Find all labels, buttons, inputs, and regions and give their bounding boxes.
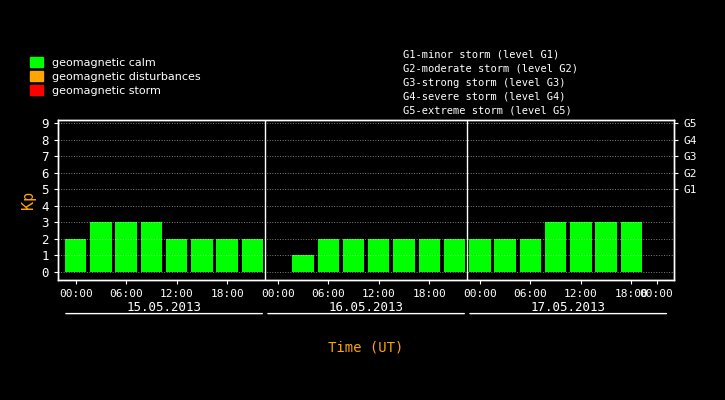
Legend: geomagnetic calm, geomagnetic disturbances, geomagnetic storm: geomagnetic calm, geomagnetic disturbanc… <box>27 54 204 99</box>
Bar <box>520 239 541 272</box>
Bar <box>241 239 263 272</box>
Bar <box>166 239 188 272</box>
Bar <box>343 239 364 272</box>
Bar <box>292 255 314 272</box>
Text: 17.05.2013: 17.05.2013 <box>531 301 605 314</box>
Text: 15.05.2013: 15.05.2013 <box>127 301 202 314</box>
Bar <box>393 239 415 272</box>
Bar <box>65 239 86 272</box>
Bar <box>418 239 440 272</box>
Bar <box>217 239 238 272</box>
Bar <box>494 239 515 272</box>
Text: G1-minor storm (level G1)
G2-moderate storm (level G2)
G3-strong storm (level G3: G1-minor storm (level G1) G2-moderate st… <box>403 50 578 116</box>
Bar <box>621 222 642 272</box>
Bar <box>444 239 465 272</box>
Bar <box>115 222 137 272</box>
Bar <box>595 222 617 272</box>
Text: 16.05.2013: 16.05.2013 <box>328 301 404 314</box>
Y-axis label: Kp: Kp <box>21 191 36 209</box>
Bar <box>90 222 112 272</box>
Bar <box>469 239 491 272</box>
Bar <box>544 222 566 272</box>
Bar <box>368 239 389 272</box>
Bar <box>318 239 339 272</box>
Bar <box>141 222 162 272</box>
Bar <box>570 222 592 272</box>
X-axis label: Time (UT): Time (UT) <box>328 341 404 355</box>
Bar <box>191 239 212 272</box>
